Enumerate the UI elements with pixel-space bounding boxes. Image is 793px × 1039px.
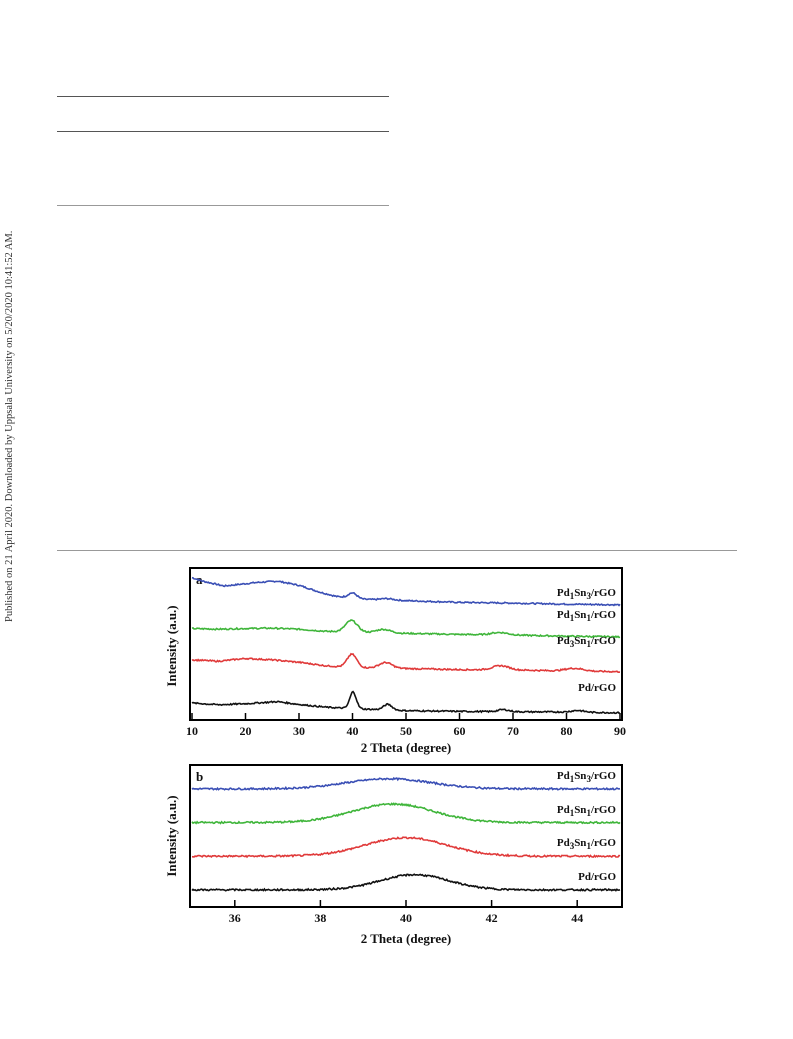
x-tick-label: 70 <box>507 724 519 738</box>
x-tick-label: 40 <box>347 724 359 738</box>
series-label: Pd1Sn1/rGO <box>557 609 617 623</box>
series-line <box>191 652 621 674</box>
series-line <box>191 690 621 715</box>
series-label: Pd1Sn3/rGO <box>557 770 617 784</box>
x-tick-label: 30 <box>293 724 305 738</box>
x-tick-label: 80 <box>561 724 573 738</box>
series-line <box>191 836 621 859</box>
x-tick-label: 40 <box>400 911 412 925</box>
x-tick-label: 60 <box>454 724 466 738</box>
series-label: Pd/rGO <box>578 871 616 883</box>
series-label: Pd1Sn1/rGO <box>557 804 617 818</box>
series-label: Pd1Sn3/rGO <box>557 587 617 601</box>
series-line <box>191 576 621 607</box>
panel-b-plot: 36 38 40 42 44 Pd1Sn3/rGO Pd1Sn1/rGO Pd3Sn1/rGO… <box>191 770 621 925</box>
panel-a-ylabel: Intensity (a.u.) <box>164 605 179 686</box>
xrd-figure-svg: a 10 20 30 40 50 60 70 80 90Pd1Sn3/rGOPd1Sn1/rGO… <box>164 567 626 946</box>
x-tick-label: 38 <box>314 911 326 925</box>
series-line <box>191 873 621 892</box>
panel-a-plot: 10 20 30 40 50 60 70 80 90 Pd1Sn3/rGO Pd1Sn1/rGO Pd… <box>186 576 626 738</box>
x-tick-label: 20 <box>240 724 252 738</box>
x-tick-label: 90 <box>614 724 626 738</box>
x-tick-label: 36 <box>229 911 241 925</box>
x-tick-label: 10 <box>186 724 198 738</box>
series-line <box>191 619 621 639</box>
panel-b-frame <box>189 764 623 908</box>
series-label: Pd/rGO <box>578 682 616 694</box>
series-line <box>191 776 621 791</box>
x-tick-label: 42 <box>486 911 498 925</box>
series-line <box>191 802 621 825</box>
series-label: Pd3Sn1/rGO <box>557 837 617 851</box>
panel-a-xlabel: 2 Theta (degree) <box>361 740 452 755</box>
panel-b-xlabel: 2 Theta (degree) <box>361 931 452 946</box>
x-tick-label: 44 <box>571 911 583 925</box>
table-header-rule <box>57 131 389 132</box>
section-divider <box>57 550 737 551</box>
xrd-figure: a 10 20 30 40 50 60 70 80 90 Pd1Sn3/rGO Pd1Sn1/rGO… <box>160 562 630 957</box>
publication-note: Published on 21 April 2020. Downloaded b… <box>4 230 15 622</box>
panel-b-ylabel: Intensity (a.u.) <box>164 795 179 876</box>
x-tick-label: 50 <box>400 724 412 738</box>
series-label: Pd3Sn1/rGO <box>557 635 617 649</box>
table-bottom-rule <box>57 205 389 206</box>
panel-b-label: b <box>196 769 203 784</box>
table-top-rule <box>57 96 389 97</box>
panel-a-frame <box>189 567 623 721</box>
